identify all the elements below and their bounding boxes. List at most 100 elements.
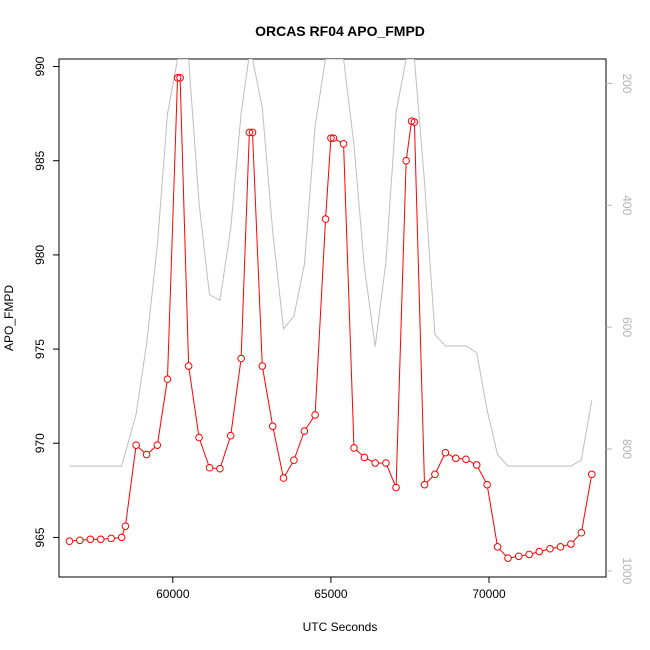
y-tick-label: 970 xyxy=(33,433,47,453)
red-data-point xyxy=(300,427,309,435)
y2-tick-label: 800 xyxy=(620,439,634,459)
red-series-segment xyxy=(305,417,314,429)
red-data-point xyxy=(472,461,481,469)
red-series-segment xyxy=(240,135,250,356)
red-series-segment xyxy=(356,449,363,456)
red-series-segment xyxy=(336,139,341,143)
red-data-point xyxy=(514,552,523,561)
red-data-point xyxy=(176,74,184,82)
y-axis: 965 970 975 980 985 990 xyxy=(33,56,59,547)
red-data-point xyxy=(321,215,330,223)
chart-title: ORCAS RF04 APO_FMPD xyxy=(255,23,425,39)
red-series-segment xyxy=(487,487,498,544)
red-series-segment xyxy=(343,147,355,445)
y-tick-label: 980 xyxy=(33,245,47,265)
red-data-point xyxy=(371,459,379,467)
red-data-point xyxy=(402,156,410,165)
red-data-point xyxy=(290,456,298,465)
red-data-point xyxy=(420,480,429,489)
red-data-point xyxy=(153,441,162,449)
x-tick-label: 65000 xyxy=(314,587,348,601)
red-data-point xyxy=(350,444,358,452)
red-series-segment xyxy=(325,141,332,216)
red-series-segment xyxy=(499,548,507,557)
red-data-point xyxy=(195,433,203,442)
red-series-segment xyxy=(167,81,178,376)
red-data-point xyxy=(311,411,319,419)
x-tick-label: 70000 xyxy=(472,587,506,601)
red-data-point xyxy=(76,536,84,545)
y-tick-label: 990 xyxy=(33,56,47,76)
red-data-point xyxy=(226,431,235,440)
red-data-point xyxy=(556,543,565,551)
red-data-point xyxy=(382,459,390,467)
red-series-segment xyxy=(521,554,527,557)
y2-tick-label: 200 xyxy=(620,73,634,93)
red-series-segment xyxy=(272,429,284,475)
red-data-point xyxy=(525,550,533,559)
red-series xyxy=(65,74,596,562)
red-series-segment xyxy=(581,477,592,530)
x-axis: 60000 65000 70000 xyxy=(156,577,506,601)
red-data-point xyxy=(329,134,338,142)
red-data-point xyxy=(493,543,502,551)
red-data-point xyxy=(65,537,74,546)
red-series-segment xyxy=(572,534,580,542)
red-series-segment xyxy=(294,433,304,458)
red-series-segment xyxy=(542,549,547,552)
red-series-segment xyxy=(157,382,168,442)
red-data-point xyxy=(107,534,115,543)
red-series-segment xyxy=(252,135,263,363)
red-series-segment xyxy=(148,446,156,453)
red-series-segment xyxy=(367,458,373,462)
red-series-segment xyxy=(406,124,412,158)
red-series-segment xyxy=(220,438,231,466)
red-data-point xyxy=(237,354,245,363)
red-series-segment xyxy=(468,460,474,464)
y2-tick-label: 400 xyxy=(620,195,634,215)
red-data-point xyxy=(462,455,470,464)
red-data-point xyxy=(504,554,512,562)
red-series-segment xyxy=(563,544,568,547)
red-data-point xyxy=(483,480,491,489)
red-series-segment xyxy=(395,163,407,485)
red-series-segment xyxy=(138,446,145,453)
red-data-point xyxy=(163,375,172,384)
right-axis: 200 400 600 800 1000 xyxy=(606,73,634,585)
red-series-segment xyxy=(122,529,125,535)
red-series-segment xyxy=(435,455,445,472)
red-data-point xyxy=(205,463,214,472)
red-data-point xyxy=(410,118,419,126)
red-series-segment xyxy=(426,476,433,483)
red-series-segment xyxy=(284,462,293,476)
red-series-segment xyxy=(199,440,209,465)
red-data-point xyxy=(96,535,105,544)
red-data-point xyxy=(245,128,254,137)
red-data-point xyxy=(279,474,288,482)
red-series-segment xyxy=(125,448,137,523)
red-series-segment xyxy=(314,222,326,412)
y-tick-label: 975 xyxy=(33,339,47,359)
red-data-point xyxy=(452,454,460,463)
x-tick-label: 60000 xyxy=(156,587,190,601)
red-data-point xyxy=(339,139,348,148)
red-series-segment xyxy=(448,453,454,458)
red-data-point xyxy=(577,528,586,537)
red-series-segment xyxy=(477,467,487,483)
grey-series xyxy=(69,59,593,467)
plot-frame xyxy=(58,58,607,578)
red-data-point xyxy=(117,533,126,542)
red-series-segment xyxy=(179,81,190,363)
y2-tick-label: 1000 xyxy=(620,558,634,585)
red-data-point xyxy=(248,128,257,137)
red-data-point xyxy=(142,450,151,459)
red-data-point xyxy=(268,422,277,431)
red-data-point xyxy=(587,470,596,479)
grey-series-line xyxy=(69,59,593,467)
red-data-point xyxy=(327,134,335,142)
red-data-point xyxy=(121,522,130,530)
red-data-point xyxy=(216,464,224,473)
red-data-point xyxy=(392,483,400,492)
red-data-point xyxy=(567,540,575,548)
